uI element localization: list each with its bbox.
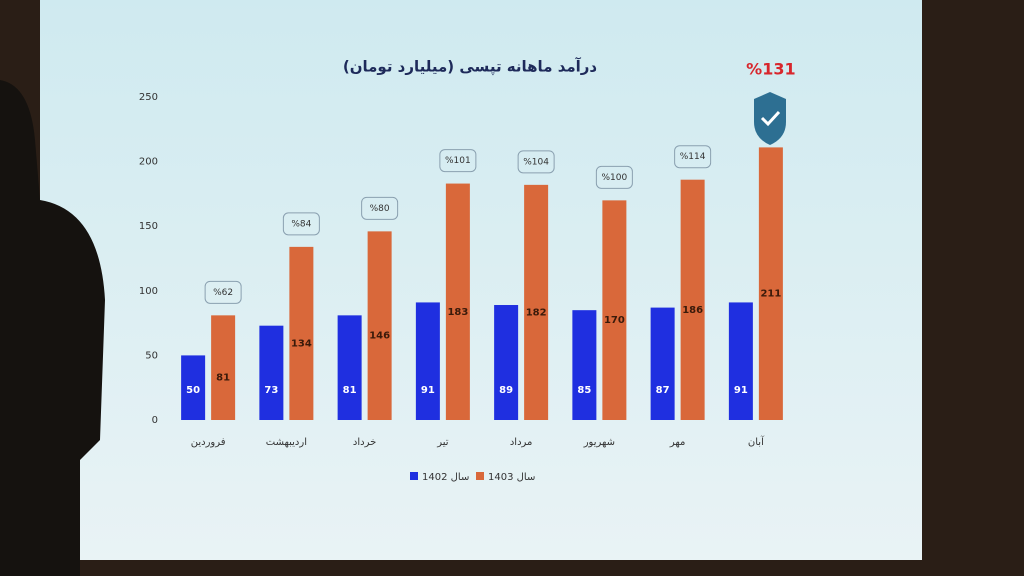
value-label: 186	[682, 305, 703, 316]
x-tick-label: اردیبهشت	[266, 437, 307, 448]
legend-label: سال 1402	[422, 472, 469, 483]
bar	[415, 302, 440, 420]
growth-bracket	[282, 212, 320, 236]
bar	[602, 200, 627, 420]
value-label: 91	[734, 385, 748, 396]
growth-bracket	[361, 196, 399, 220]
x-tick-label: آبان	[748, 435, 765, 448]
growth-highlight: %131	[746, 60, 795, 79]
y-tick-label: 0	[152, 415, 158, 426]
bar	[758, 147, 783, 420]
value-label: 81	[343, 385, 357, 396]
value-label: 73	[264, 385, 278, 396]
y-tick-label: 150	[139, 221, 158, 232]
bar	[337, 315, 362, 420]
x-tick-label: مرداد	[510, 437, 533, 448]
value-label: 91	[421, 385, 435, 396]
y-tick-label: 200	[139, 157, 158, 168]
value-label: 81	[216, 373, 230, 384]
growth-bracket	[674, 145, 712, 169]
value-label: 89	[499, 385, 513, 396]
presenter	[0, 80, 105, 576]
chart-title: درآمد ماهانه تپسی (میلیارد تومان)	[343, 58, 598, 77]
x-tick-label: مهر	[669, 437, 685, 448]
growth-label: %104	[523, 157, 549, 167]
value-label: 134	[291, 338, 312, 349]
bar	[524, 184, 549, 420]
bar	[572, 310, 597, 420]
growth-label: %84	[291, 219, 311, 229]
growth-bracket	[439, 149, 477, 173]
growth-label: %100	[602, 173, 628, 183]
bar	[211, 315, 236, 420]
growth-label: %101	[445, 156, 471, 166]
value-label: 170	[604, 315, 625, 326]
bar	[181, 355, 206, 420]
x-tick-label: خرداد	[353, 437, 376, 448]
value-label: 183	[447, 307, 468, 318]
legend-swatch	[410, 472, 418, 480]
growth-label: %62	[213, 288, 233, 298]
bar	[494, 305, 519, 420]
value-label: 182	[526, 307, 547, 318]
growth-label: %114	[680, 152, 706, 162]
legend-label: سال 1403	[488, 472, 535, 483]
check-icon	[760, 110, 781, 127]
x-tick-label: شهریور	[583, 437, 615, 448]
growth-bracket	[595, 165, 633, 189]
y-tick-label: 50	[145, 350, 158, 361]
growth-bracket	[204, 280, 242, 304]
value-label: 50	[186, 385, 200, 396]
legend-swatch	[476, 472, 484, 480]
value-label: 87	[656, 385, 670, 396]
growth-bracket	[517, 150, 555, 174]
bar	[680, 179, 705, 420]
bar	[650, 307, 675, 420]
bar	[728, 302, 753, 420]
bar	[445, 183, 470, 420]
value-label: 85	[577, 385, 591, 396]
x-tick-label: فروردین	[191, 437, 226, 448]
bar	[367, 231, 392, 420]
bar	[259, 325, 284, 420]
growth-label: %80	[370, 204, 390, 214]
value-label: 211	[760, 289, 781, 300]
y-tick-label: 250	[139, 92, 158, 103]
shield-icon	[754, 92, 786, 145]
x-tick-label: تیر	[436, 437, 449, 448]
value-label: 146	[369, 331, 390, 342]
bar	[289, 246, 314, 420]
y-tick-label: 100	[139, 286, 158, 297]
